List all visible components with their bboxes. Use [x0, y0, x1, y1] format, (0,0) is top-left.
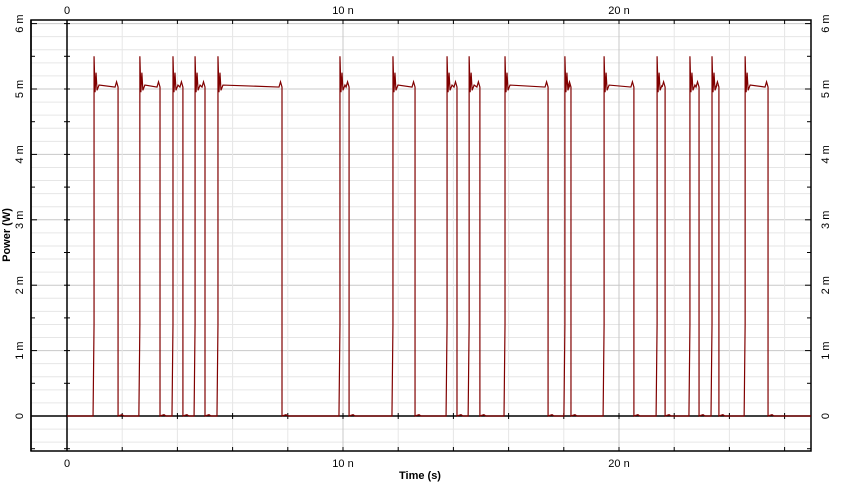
y-tick-label-left: 1 m — [14, 341, 26, 359]
x-tick-label-bottom: 20 n — [608, 458, 629, 470]
y-tick-label-right: 6 m — [820, 14, 832, 32]
power-trace — [67, 56, 811, 417]
y-tick-label-right: 4 m — [820, 145, 832, 163]
axis-ticks — [31, 20, 811, 451]
y-tick-label-left: 0 — [14, 413, 26, 419]
x-tick-label-top: 20 n — [608, 5, 629, 17]
x-tick-label-bottom: 0 — [64, 458, 70, 470]
x-axis-title: Time (s) — [399, 470, 441, 482]
y-tick-label-right: 1 m — [820, 341, 832, 359]
x-tick-label-top: 10 n — [332, 5, 353, 17]
y-tick-label-right: 0 — [820, 413, 832, 419]
y-tick-label-left: 3 m — [14, 211, 26, 229]
y-tick-label-right: 3 m — [820, 211, 832, 229]
x-tick-label-top: 0 — [64, 5, 70, 17]
y-tick-label-right: 5 m — [820, 80, 832, 98]
grid-lines — [31, 20, 811, 451]
y-axis-title: Power (W) — [1, 208, 13, 262]
y-tick-label-left: 6 m — [14, 14, 26, 32]
x-tick-label-bottom: 10 n — [332, 458, 353, 470]
y-tick-label-left: 5 m — [14, 80, 26, 98]
plot-frame — [30, 19, 812, 452]
axis-tick-labels: 0 0 10 n 10 n 20 n 20 n 0 0 1 m 1 m 2 m 2 m 3 m 3 m 4 … — [14, 5, 832, 470]
y-tick-label-left: 2 m — [14, 276, 26, 294]
y-tick-label-right: 2 m — [820, 276, 832, 294]
y-tick-label-left: 4 m — [14, 145, 26, 163]
